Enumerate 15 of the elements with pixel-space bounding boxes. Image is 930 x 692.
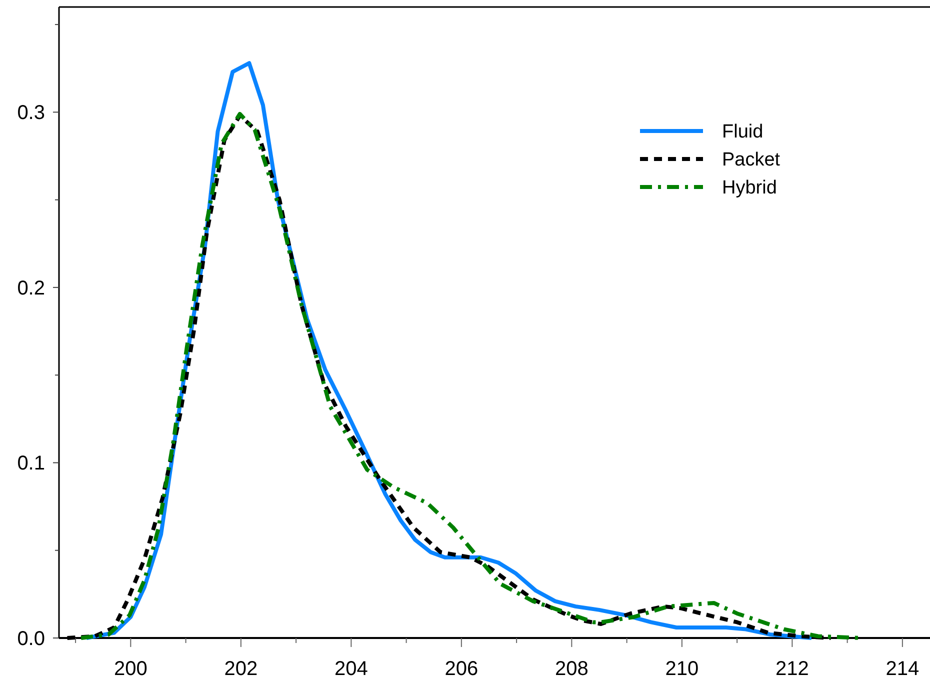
x-tick-label: 212 (775, 658, 809, 680)
x-tick-label: 200 (114, 658, 148, 680)
y-tick-label: 0.0 (17, 628, 45, 650)
legend-label: Packet (722, 150, 781, 171)
x-tick-label: 210 (665, 658, 699, 680)
x-tick-label: 214 (886, 658, 920, 680)
legend-label: Fluid (722, 122, 764, 143)
x-tick-label: 202 (224, 658, 258, 680)
legend-label: Hybrid (722, 178, 777, 199)
x-tick-label: 208 (554, 658, 588, 680)
x-tick-label: 204 (334, 658, 368, 680)
y-tick-label: 0.1 (17, 452, 45, 475)
x-tick-label: 206 (444, 658, 478, 680)
y-tick-label: 0.2 (17, 277, 45, 300)
y-tick-label: 0.3 (17, 102, 45, 124)
